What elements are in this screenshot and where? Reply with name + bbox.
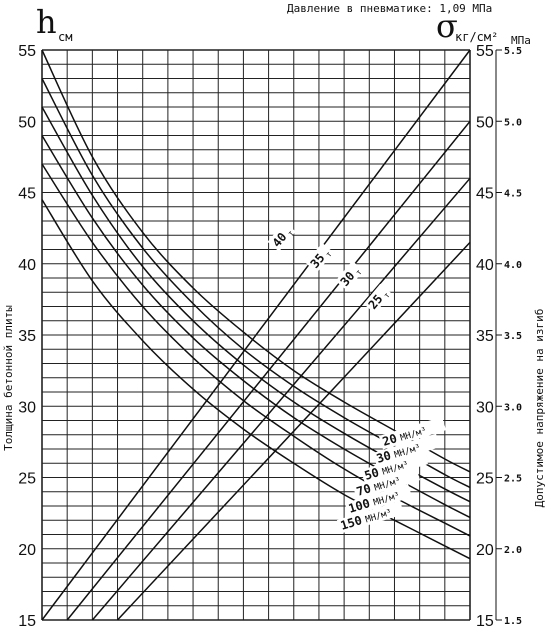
mpa-unit: МПа xyxy=(511,34,531,47)
load-label-group: 40т xyxy=(267,221,296,252)
load-unit-35: т xyxy=(324,250,334,260)
h-symbol: h xyxy=(36,3,57,41)
modulus-curve-100 xyxy=(41,163,471,537)
mpa-tick-label: 4.0 xyxy=(504,260,522,271)
label-background xyxy=(360,450,429,484)
label-background xyxy=(335,260,364,291)
mpa-tick-label: 3.0 xyxy=(504,402,522,413)
sigma-tick-label: 45 xyxy=(476,186,494,203)
modulus-label-group: 50 МН/м³ xyxy=(360,450,429,484)
left-tick-label: 15 xyxy=(18,613,36,630)
load-line-40 xyxy=(41,49,471,621)
modulus-label-20: 20 xyxy=(381,431,399,449)
load-line-35 xyxy=(66,120,471,621)
mpa-tick-label: 5.0 xyxy=(504,117,522,128)
sigma-tick-label: 30 xyxy=(476,399,494,416)
mpa-tick-label: 4.5 xyxy=(504,189,522,200)
mpa-tick-label: 2.5 xyxy=(504,474,522,485)
label-background xyxy=(378,416,447,450)
left-tick-label: 20 xyxy=(18,542,36,559)
modulus-label-50: 50 xyxy=(363,465,381,483)
mpa-tick-label: 3.5 xyxy=(504,331,522,342)
mpa-tick-label: 1.5 xyxy=(504,616,522,627)
load-unit-40: т xyxy=(286,229,296,239)
modulus-label-group: 20 МН/м³ xyxy=(378,416,447,450)
label-background xyxy=(363,283,392,314)
left-tick-label: 50 xyxy=(18,114,36,131)
load-line-25 xyxy=(116,241,471,621)
curves xyxy=(41,49,471,621)
label-background xyxy=(352,466,421,500)
load-label-group: 30т xyxy=(335,260,364,291)
y-axis-label-left: Толщина бетонной плиты xyxy=(2,305,15,451)
left-tick-label: 45 xyxy=(18,186,36,203)
modulus-label-150: 150 xyxy=(339,513,364,533)
modulus-curve-50 xyxy=(41,106,471,503)
sigma-tick-label: 35 xyxy=(476,328,494,345)
label-background xyxy=(336,500,405,534)
label-background xyxy=(344,483,413,517)
label-background xyxy=(305,242,334,273)
load-label-group: 35т xyxy=(305,242,334,273)
load-label-group: 25т xyxy=(363,283,392,314)
sigma-symbol: σ xyxy=(436,7,458,45)
pressure-header: Давление в пневматике: 1,09 МПа xyxy=(287,2,493,15)
sigma-tick-label: 15 xyxy=(476,613,494,630)
label-background xyxy=(267,221,296,252)
sigma-tick-label: 20 xyxy=(476,542,494,559)
modulus-curve-70 xyxy=(41,135,471,519)
tick-labels: 15 20 25 30 35 40 45 50 55 15 20 25 30 35 40 45 50 55 1.5 2… xyxy=(18,43,522,630)
load-line-30 xyxy=(91,177,471,621)
load-unit-25: т xyxy=(382,291,392,301)
modulus-curve-150 xyxy=(41,199,471,560)
left-tick-label: 55 xyxy=(18,43,36,60)
left-tick-label: 25 xyxy=(18,471,36,488)
modulus-label-30: 30 xyxy=(375,448,393,466)
modulus-label-100: 100 xyxy=(347,496,372,516)
h-unit: см xyxy=(58,30,73,44)
sigma-tick-label: 55 xyxy=(476,43,494,60)
mpa-tick-label: 2.0 xyxy=(504,545,522,556)
y-axis-label-right: Допустимое напряжение на изгиб xyxy=(533,309,546,508)
left-tick-label: 40 xyxy=(18,257,36,274)
modulus-label-70: 70 xyxy=(355,481,373,499)
sigma-unit: кг/см² xyxy=(455,30,499,44)
load-unit-30: т xyxy=(354,268,364,278)
left-tick-label: 30 xyxy=(18,399,36,416)
left-tick-label: 35 xyxy=(18,328,36,345)
label-background xyxy=(372,433,441,467)
sigma-tick-label: 50 xyxy=(476,114,494,131)
mpa-tick-label: 5.5 xyxy=(504,46,522,57)
sigma-tick-label: 40 xyxy=(476,257,494,274)
modulus-curve-30 xyxy=(41,78,471,489)
sigma-tick-label: 25 xyxy=(476,471,494,488)
